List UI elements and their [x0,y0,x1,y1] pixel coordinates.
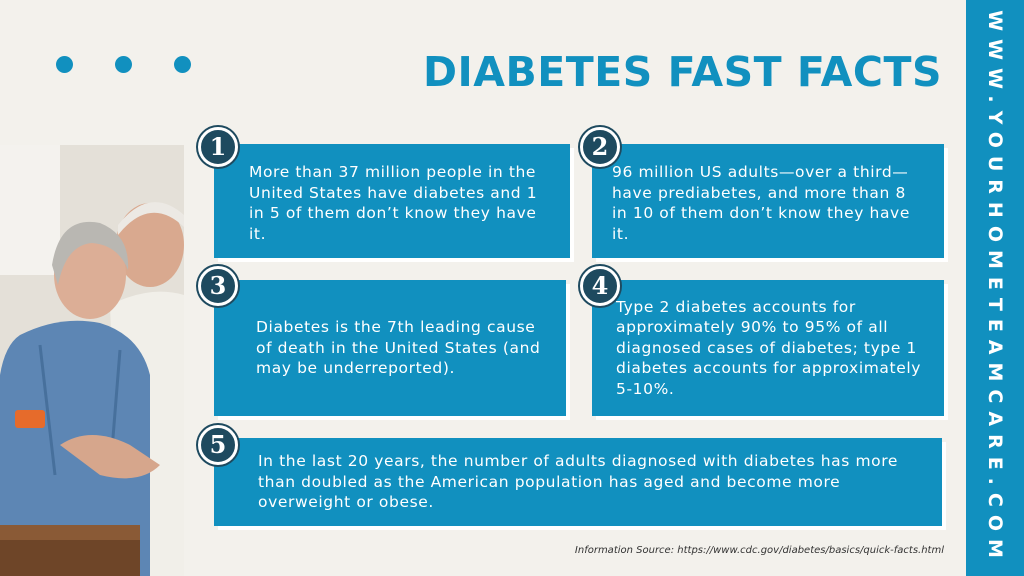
fact-number-badge: 4 [580,266,620,306]
dot-icon [115,56,132,73]
fact-text: 96 million US adults—over a third—have p… [612,163,910,243]
fact-text: More than 37 million people in the Unite… [249,163,538,243]
photo-illustration [0,145,184,576]
fact-number-badge: 3 [198,266,238,306]
dot-icon [56,56,73,73]
fact-card-4: Type 2 diabetes accounts for approximate… [592,280,944,416]
elderly-couple-photo [0,145,184,576]
fact-text: In the last 20 years, the number of adul… [258,452,899,512]
website-url: WWW.YOURHOMETEAMCARE.COM [984,10,1006,566]
fact-text: Diabetes is the 7th leading cause of dea… [256,318,541,378]
dot-icon [174,56,191,73]
information-source: Information Source: https://www.cdc.gov/… [574,545,944,556]
fact-number-badge: 2 [580,127,620,167]
fact-card-1: More than 37 million people in the Unite… [214,144,570,258]
side-banner: WWW.YOURHOMETEAMCARE.COM [966,0,1024,576]
fact-number-badge: 1 [198,127,238,167]
decorative-dots [56,56,191,74]
page-title: DIABETES FAST FACTS [423,48,942,96]
fact-card-5: In the last 20 years, the number of adul… [214,438,942,526]
fact-card-2: 96 million US adults—over a third—have p… [592,144,944,258]
fact-number-badge: 5 [198,425,238,465]
fact-text: Type 2 diabetes accounts for approximate… [616,297,922,398]
fact-card-3: Diabetes is the 7th leading cause of dea… [214,280,566,416]
